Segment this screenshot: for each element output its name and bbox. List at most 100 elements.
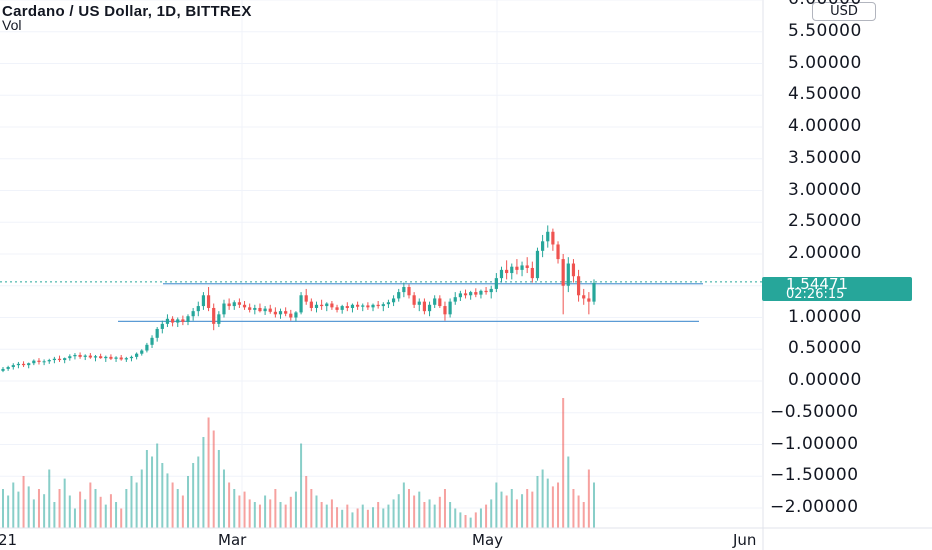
- candle-body: [530, 267, 534, 279]
- candle-body: [345, 306, 349, 308]
- volume-bar: [392, 499, 395, 528]
- candle-body: [170, 318, 175, 323]
- volume-bar: [258, 504, 261, 528]
- currency-button[interactable]: USD: [812, 2, 876, 21]
- time-tick-label: Mar: [218, 531, 247, 549]
- candle-body: [515, 266, 519, 270]
- price-tick-label: 4.00000: [788, 116, 862, 136]
- volume-bar: [407, 489, 410, 528]
- candle-body: [314, 304, 319, 308]
- candle-body: [289, 313, 293, 318]
- candle-body: [576, 276, 581, 296]
- candle-body: [587, 298, 591, 302]
- price-tick-label: 3.50000: [788, 147, 862, 168]
- volume-bar: [490, 499, 493, 528]
- volume-bar: [567, 456, 570, 528]
- volume-bar: [89, 482, 92, 528]
- volume-bar: [187, 476, 190, 528]
- volume-bar: [99, 496, 102, 528]
- volume-bar: [115, 502, 118, 528]
- price-tick-label: 5.00000: [788, 52, 862, 73]
- volume-bar: [449, 502, 452, 528]
- volume-bar: [402, 482, 405, 528]
- volume-bar: [464, 515, 467, 528]
- candle-body: [109, 356, 113, 359]
- volume-bar: [330, 499, 333, 528]
- volume-bar: [104, 504, 107, 528]
- candle-body: [566, 263, 570, 286]
- candle-body: [191, 311, 195, 317]
- candle-body: [371, 304, 375, 308]
- candle-body: [284, 311, 288, 314]
- candle-body: [217, 314, 221, 324]
- volume-bar: [361, 504, 364, 528]
- candlesticks: [1, 225, 596, 373]
- volume-bar: [356, 508, 359, 528]
- candle-body: [427, 304, 432, 312]
- candle-body: [505, 269, 509, 274]
- candle-body: [73, 354, 77, 357]
- volume-bar: [433, 504, 436, 528]
- candle-body: [489, 288, 493, 293]
- volume-bar: [269, 499, 272, 528]
- candle-body: [433, 298, 437, 305]
- candle-body: [201, 295, 206, 307]
- volume-bar: [474, 512, 477, 528]
- candle-body: [417, 301, 421, 305]
- volume-bar: [562, 398, 565, 528]
- volume-bar: [120, 508, 123, 528]
- candle-body: [42, 361, 46, 363]
- candle-body: [27, 363, 31, 366]
- volume-bar: [428, 499, 431, 528]
- candle-body: [448, 301, 452, 315]
- volume-bar: [289, 496, 292, 528]
- candle-body: [16, 363, 21, 366]
- candle-body: [356, 304, 360, 307]
- candle-body: [37, 360, 41, 362]
- candle-body: [206, 295, 211, 308]
- volume-bar: [546, 478, 549, 528]
- candle-body: [381, 304, 385, 307]
- volume-bar: [94, 489, 97, 528]
- candle-body: [196, 306, 200, 312]
- price-tick-label: 2.00000: [788, 243, 862, 263]
- last-price-badge: 1.54471 02:26:15: [762, 275, 912, 302]
- candle-body: [11, 365, 15, 368]
- price-tick-label: −1.00000: [770, 433, 859, 454]
- volume-bar: [207, 417, 210, 528]
- volume-label: Vol: [2, 17, 22, 33]
- candle-body: [484, 290, 488, 293]
- volume-bar: [387, 504, 390, 528]
- candle-body: [556, 244, 560, 260]
- volume-bar: [7, 495, 10, 528]
- candle-body: [422, 301, 427, 312]
- price-tick-label: 0.00000: [788, 370, 862, 390]
- volume-bar: [233, 489, 236, 528]
- volume-bar: [459, 512, 462, 528]
- candle-body: [248, 307, 252, 310]
- volume-bar: [336, 507, 339, 528]
- bar-countdown: 02:26:15: [786, 287, 845, 302]
- volume-bar: [500, 491, 503, 528]
- candle-body: [119, 357, 123, 360]
- volume-bar: [243, 491, 246, 528]
- price-tick-label: 0.50000: [788, 338, 862, 359]
- volume-bar: [300, 443, 303, 528]
- price-tick-label: 5.50000: [788, 20, 862, 41]
- price-tick-label: 3.00000: [788, 179, 862, 200]
- volume-bar: [294, 491, 297, 528]
- candle-body: [546, 231, 550, 242]
- candle-body: [525, 265, 529, 268]
- price-tick-label: −2.00000: [770, 497, 859, 517]
- volume-bar: [495, 482, 498, 528]
- candle-body: [104, 356, 108, 359]
- candle-body: [499, 269, 504, 279]
- volume-bar: [212, 430, 215, 528]
- volume-bar: [341, 509, 344, 528]
- volume-bar: [248, 499, 251, 528]
- candle-body: [474, 292, 478, 295]
- volume-bar: [310, 489, 313, 528]
- candle-body: [186, 316, 190, 322]
- volume-bar: [582, 502, 585, 528]
